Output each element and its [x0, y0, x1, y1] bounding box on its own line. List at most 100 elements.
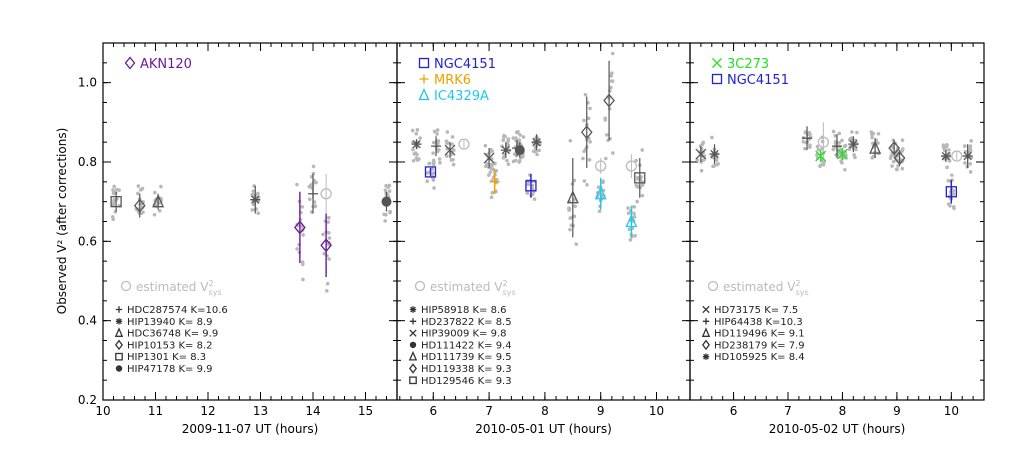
scatter-dot	[501, 156, 506, 160]
calibrator-marker	[110, 196, 122, 208]
scatter-dot	[300, 262, 305, 267]
scatter-dot	[256, 211, 261, 216]
scatter-dot	[307, 197, 312, 202]
scatter-dot	[581, 156, 585, 161]
scatter-dot	[626, 211, 631, 216]
target-marker	[424, 166, 437, 178]
x-tick-label: 6	[730, 404, 738, 418]
panel-frame	[689, 42, 985, 401]
scatter-dot	[632, 215, 637, 219]
scatter-dot	[322, 251, 327, 256]
calibrator-legend-marker	[409, 341, 417, 349]
scatter-dot	[502, 133, 506, 138]
scatter-dot	[532, 197, 537, 201]
scatter-dot	[445, 141, 449, 145]
scatter-dot	[607, 106, 612, 111]
scatter-dot	[327, 231, 331, 235]
scatter-dot	[490, 191, 495, 195]
scatter-dot	[583, 92, 588, 97]
calibrator-legend-marker	[409, 318, 417, 325]
scatter-dot	[941, 143, 946, 148]
scatter-dot	[159, 184, 163, 189]
scatter-dot	[582, 149, 586, 154]
calibrator-marker	[500, 145, 511, 156]
scatter-dot	[900, 138, 905, 142]
scatter-dot	[450, 135, 455, 139]
scatter-dot	[483, 143, 488, 148]
scatter-dot	[141, 210, 145, 215]
scatter-dot	[112, 184, 116, 189]
calibrator-marker	[709, 149, 720, 160]
calibrator-legend-marker	[114, 327, 124, 337]
scatter-dot	[295, 247, 299, 251]
calibrator-marker	[802, 133, 813, 144]
estimated-legend-marker	[707, 280, 719, 292]
calibrator-legend-label: HIP58918 K= 8.6	[421, 305, 507, 316]
scatter-dot	[869, 130, 874, 134]
scatter-dot	[604, 156, 608, 161]
calibrator-marker	[152, 194, 165, 208]
scatter-dot	[418, 136, 422, 140]
scatter-dot	[384, 212, 388, 217]
scatter-dot	[610, 71, 614, 75]
calibrator-marker	[832, 141, 842, 152]
calibrator-marker	[893, 151, 906, 166]
calibrator-legend-marker	[408, 363, 418, 374]
calibrator-legend-label: HIP39009 K= 9.8	[421, 329, 507, 340]
calibrator-legend-marker	[701, 327, 711, 337]
scatter-dot	[632, 211, 636, 216]
scatter-dot	[111, 191, 116, 196]
calibrator-marker	[250, 194, 261, 205]
scatter-dot	[415, 128, 420, 132]
scatter-dot	[511, 159, 516, 164]
scatter-dot	[843, 167, 847, 172]
target-legend-label: NGC4151	[727, 73, 789, 88]
scatter-dot	[870, 155, 874, 160]
scatter-dot	[506, 138, 511, 143]
scatter-dot	[256, 191, 260, 196]
calibrator-legend-label: HIP47178 K= 9.9	[127, 364, 213, 375]
scatter-dot	[634, 183, 639, 188]
x-tick-label: 6	[429, 404, 437, 418]
scatter-dot	[111, 217, 116, 222]
calibrator-legend-label: HD119496 K= 9.1	[714, 329, 805, 340]
scatter-dot	[312, 200, 317, 204]
scatter-dot	[876, 131, 881, 136]
calibrator-legend-label: HIP64438 K=10.3	[714, 317, 803, 328]
scatter-dot	[387, 189, 392, 193]
y-axis-label: Observed V² (after corrections)	[55, 128, 69, 315]
scatter-dot	[631, 205, 636, 209]
scatter-dot	[431, 178, 436, 182]
scatter-dot	[526, 182, 531, 187]
scatter-dot	[111, 188, 115, 192]
target-legend-label: 3C273	[727, 57, 769, 72]
x-tick-label: 9	[893, 404, 901, 418]
panel-1: 0.2 0.4 0.6 0.8 1.0 10 11 12 13 14 15 2009-11-07 UT…	[78, 42, 398, 436]
scatter-dot	[250, 208, 254, 212]
scatter-dot	[831, 129, 836, 134]
scatter-dot	[627, 227, 632, 232]
scatter-dot	[411, 147, 415, 152]
scatter-dot	[870, 135, 874, 140]
x-tick-label: 10	[95, 404, 110, 418]
calibrator-legend-marker	[409, 329, 417, 337]
scatter-dot	[138, 188, 143, 192]
calibrator-legend-marker	[115, 365, 123, 372]
target-legend-label: MRK6	[434, 73, 471, 88]
calibrator-marker	[962, 151, 973, 162]
scatter-dot	[431, 158, 436, 163]
scatter-dot	[891, 159, 896, 164]
scatter-dot	[432, 186, 436, 190]
scatter-dot	[494, 177, 499, 182]
scatter-dot	[451, 162, 456, 167]
scatter-dot	[610, 51, 615, 56]
scatter-dot	[947, 148, 951, 152]
scatter-dot	[487, 173, 491, 177]
target-marker	[294, 220, 306, 235]
scatter-dot	[945, 165, 949, 170]
scatter-dot	[640, 148, 645, 152]
scatter-dot	[635, 175, 640, 180]
scatter-dot	[896, 164, 900, 168]
calibrator-marker	[940, 151, 951, 162]
